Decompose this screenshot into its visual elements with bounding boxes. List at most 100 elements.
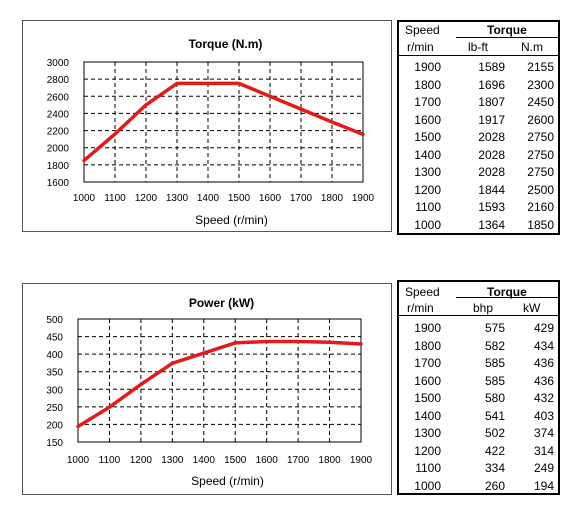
y-tick-label: 300 <box>46 385 63 396</box>
y-tick-label: 500 <box>46 315 63 326</box>
table-row: 1500 2028 2750 <box>399 128 558 146</box>
y-tick-label: 2200 <box>47 127 70 138</box>
table-row: 1400 2028 2750 <box>399 146 558 164</box>
value-cell-1: 1807 <box>478 95 505 109</box>
value-cell-2: 2750 <box>527 130 554 144</box>
x-tick-label: 1900 <box>352 193 375 204</box>
value-cell-2: 2750 <box>527 147 554 162</box>
x-tick-label: 1100 <box>104 193 126 204</box>
x-tick-label: 1100 <box>99 455 121 466</box>
y-tick-label: 450 <box>46 333 63 344</box>
header-torque: Torque <box>487 23 527 37</box>
chart-title: Torque (N.m) <box>189 37 263 51</box>
table-row: 1800 582 434 <box>399 337 558 355</box>
value-cell-2: 403 <box>533 408 554 423</box>
value-cell-1: 541 <box>484 408 505 423</box>
speed-cell: 1100 <box>415 461 441 475</box>
speed-cell: 1600 <box>414 112 441 127</box>
speed-cell: 1300 <box>414 426 441 440</box>
value-cell-2: 374 <box>533 426 554 440</box>
value-cell-2: 2750 <box>527 165 554 179</box>
y-tick-label: 200 <box>46 420 63 431</box>
header-speed: Speed <box>405 285 440 299</box>
value-cell-2: 249 <box>533 461 554 475</box>
x-tick-label: 1600 <box>256 455 279 466</box>
value-cell-1: 580 <box>484 391 505 405</box>
table-row: 1900 1589 2155 <box>399 58 558 76</box>
speed-cell: 1900 <box>414 321 441 335</box>
header-unit-1: bhp <box>473 301 494 315</box>
speed-cell: 1900 <box>414 60 441 74</box>
y-tick-label: 350 <box>46 368 63 379</box>
header-unit-1: lb-ft <box>468 40 489 54</box>
value-cell-1: 1589 <box>478 60 505 74</box>
series-line <box>76 339 363 429</box>
y-tick-label: 1600 <box>47 178 70 189</box>
value-cell-1: 1364 <box>478 217 505 232</box>
x-tick-label: 1600 <box>259 193 282 204</box>
plot-area <box>83 61 364 183</box>
speed-cell: 1100 <box>415 200 441 214</box>
table-row: 1700 585 436 <box>399 354 558 372</box>
y-tick-label: 150 <box>46 438 63 449</box>
value-cell-2: 2155 <box>527 60 554 74</box>
header-speed: Speed <box>405 23 440 37</box>
x-tick-label: 1500 <box>224 455 247 466</box>
value-cell-1: 422 <box>484 443 505 458</box>
table-row: 1800 1696 2300 <box>399 76 558 94</box>
plot-area <box>77 318 362 443</box>
value-cell-1: 2028 <box>478 147 505 162</box>
header-rmin: r/min <box>407 301 434 315</box>
value-cell-2: 436 <box>533 356 554 370</box>
x-tick-label: 1700 <box>287 455 310 466</box>
series-line <box>82 81 365 163</box>
value-cell-2: 2450 <box>527 95 554 109</box>
torque-table: Speed Torque r/min lb-ft N.m 1900 1589 215… <box>397 20 560 235</box>
value-cell-2: 314 <box>533 443 554 458</box>
x-tick-label: 1200 <box>135 193 158 204</box>
power-chart: Power (kW) 500 450 400 350 300 250 200 150 1000 11… <box>22 283 392 495</box>
x-tick-label: 1400 <box>193 455 216 466</box>
value-cell-2: 434 <box>533 338 554 353</box>
value-cell-1: 1696 <box>478 77 505 92</box>
value-cell-1: 575 <box>484 321 505 335</box>
chart-title: Power (kW) <box>189 296 254 310</box>
x-tick-label: 1000 <box>73 193 96 204</box>
value-cell-1: 585 <box>484 356 505 370</box>
table-header: Speed Torque r/min bhp kW <box>399 282 558 316</box>
x-tick-label: 1000 <box>67 455 90 466</box>
speed-cell: 1500 <box>414 391 441 405</box>
value-cell-2: 432 <box>533 391 554 405</box>
x-tick-label: 1800 <box>318 455 341 466</box>
table-row: 1200 422 314 <box>399 442 558 460</box>
x-axis-label: Speed (r/min) <box>195 213 268 227</box>
speed-cell: 1200 <box>414 182 441 197</box>
value-cell-2: 436 <box>533 373 554 388</box>
header-rmin: r/min <box>407 40 434 54</box>
value-cell-2: 2600 <box>527 112 554 127</box>
y-tick-label: 2400 <box>47 109 70 120</box>
x-tick-label: 1300 <box>161 455 184 466</box>
table-row: 1200 1844 2500 <box>399 181 558 199</box>
table-row: 1900 575 429 <box>399 319 558 337</box>
value-cell-1: 582 <box>484 338 505 353</box>
value-cell-2: 194 <box>533 478 554 493</box>
speed-cell: 1400 <box>414 408 441 423</box>
speed-cell: 1500 <box>414 130 441 144</box>
table-row: 1100 1593 2160 <box>399 198 558 216</box>
value-cell-2: 2500 <box>527 182 554 197</box>
value-cell-2: 2160 <box>527 200 554 214</box>
table-row: 1400 541 403 <box>399 407 558 425</box>
x-tick-label: 1200 <box>130 455 153 466</box>
speed-cell: 1700 <box>414 356 441 370</box>
y-tick-label: 250 <box>46 403 63 414</box>
y-tick-label: 2800 <box>47 75 70 86</box>
speed-cell: 1000 <box>414 478 441 493</box>
y-tick-label: 3000 <box>47 58 70 69</box>
speed-cell: 1400 <box>414 147 441 162</box>
table-body: 1900 575 429 1800 582 434 1700 585 436 1600 585 436… <box>399 316 558 494</box>
table-row: 1100 334 249 <box>399 459 558 477</box>
speed-cell: 1800 <box>414 338 441 353</box>
value-cell-2: 2300 <box>527 77 554 92</box>
header-torque: Torque <box>487 285 527 299</box>
